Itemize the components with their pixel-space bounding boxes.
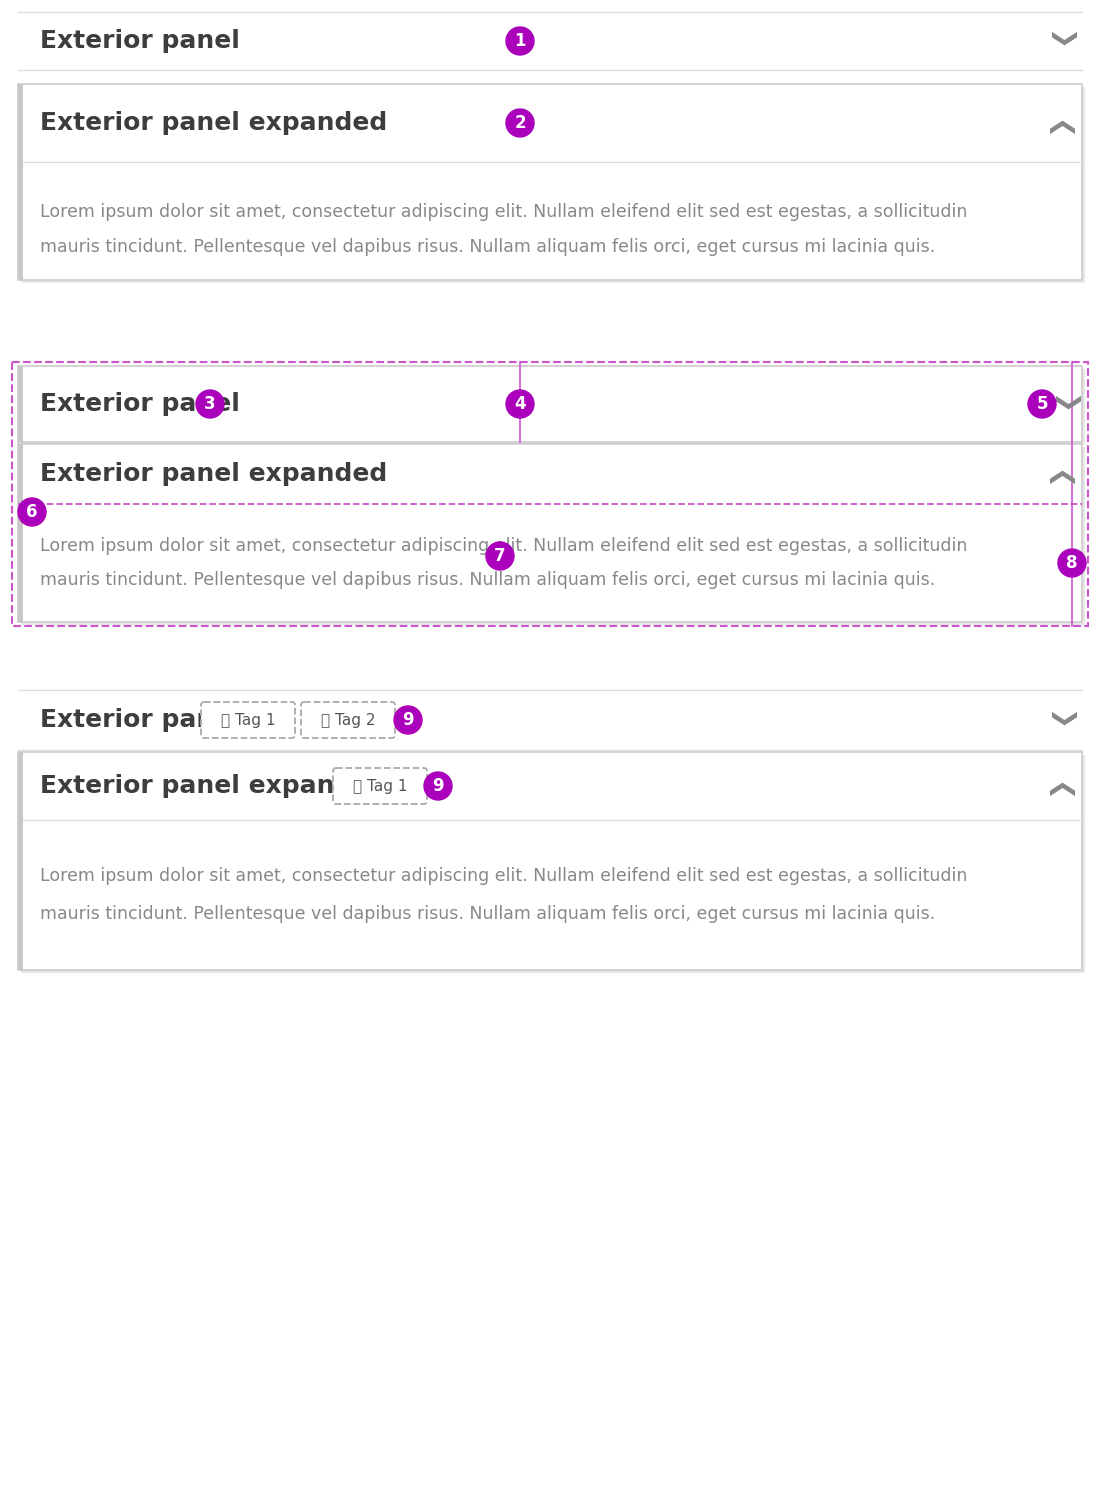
Text: Exterior panel: Exterior panel — [40, 708, 240, 732]
Text: ❯: ❯ — [1047, 710, 1072, 731]
FancyBboxPatch shape — [301, 702, 395, 738]
Text: Lorem ipsum dolor sit amet, consectetur adipiscing elit. Nullam eleifend elit se: Lorem ipsum dolor sit amet, consectetur … — [40, 202, 967, 220]
FancyBboxPatch shape — [18, 752, 23, 969]
FancyBboxPatch shape — [18, 444, 23, 622]
Circle shape — [1028, 390, 1056, 418]
Circle shape — [506, 109, 534, 137]
Text: 8: 8 — [1066, 554, 1078, 572]
FancyBboxPatch shape — [18, 365, 1082, 442]
FancyBboxPatch shape — [21, 755, 1085, 972]
Circle shape — [506, 390, 534, 418]
FancyBboxPatch shape — [21, 368, 1085, 445]
Circle shape — [424, 772, 452, 800]
Circle shape — [486, 542, 514, 569]
Text: ⓘ Tag 1: ⓘ Tag 1 — [353, 779, 407, 793]
FancyBboxPatch shape — [21, 88, 1085, 282]
FancyBboxPatch shape — [18, 365, 23, 442]
Text: 6: 6 — [26, 503, 37, 521]
FancyBboxPatch shape — [333, 769, 427, 803]
Text: Exterior panel expanded: Exterior panel expanded — [40, 775, 387, 797]
FancyBboxPatch shape — [18, 444, 1082, 622]
Text: 9: 9 — [432, 778, 443, 794]
Text: Exterior panel expanded: Exterior panel expanded — [40, 112, 387, 134]
Text: 5: 5 — [1036, 396, 1047, 414]
Circle shape — [196, 390, 224, 418]
Text: 3: 3 — [205, 396, 216, 414]
Circle shape — [18, 498, 46, 525]
FancyBboxPatch shape — [18, 752, 1082, 969]
Text: ❯: ❯ — [1047, 113, 1072, 133]
Text: mauris tincidunt. Pellentesque vel dapibus risus. Nullam aliquam felis orci, ege: mauris tincidunt. Pellentesque vel dapib… — [40, 904, 935, 923]
Text: 4: 4 — [514, 396, 526, 414]
Text: Exterior panel: Exterior panel — [40, 29, 240, 53]
Text: 2: 2 — [514, 113, 526, 131]
Text: Lorem ipsum dolor sit amet, consectetur adipiscing elit. Nullam eleifend elit se: Lorem ipsum dolor sit amet, consectetur … — [40, 538, 967, 556]
Text: mauris tincidunt. Pellentesque vel dapibus risus. Nullam aliquam felis orci, ege: mauris tincidunt. Pellentesque vel dapib… — [40, 571, 935, 589]
FancyBboxPatch shape — [21, 447, 1085, 625]
Text: ⓘ Tag 2: ⓘ Tag 2 — [321, 713, 375, 728]
FancyBboxPatch shape — [18, 85, 23, 279]
Text: 9: 9 — [403, 711, 414, 729]
FancyBboxPatch shape — [201, 702, 295, 738]
Circle shape — [1058, 550, 1086, 577]
Text: ❯: ❯ — [1047, 30, 1072, 51]
Text: ❯: ❯ — [1052, 394, 1077, 415]
Text: Exterior panel: Exterior panel — [40, 393, 240, 415]
Text: ❯: ❯ — [1047, 776, 1072, 796]
Circle shape — [394, 707, 422, 734]
Text: Exterior panel expanded: Exterior panel expanded — [40, 462, 387, 486]
Text: Lorem ipsum dolor sit amet, consectetur adipiscing elit. Nullam eleifend elit se: Lorem ipsum dolor sit amet, consectetur … — [40, 867, 967, 885]
Text: 7: 7 — [494, 547, 506, 565]
Text: ❯: ❯ — [1047, 464, 1072, 485]
Text: mauris tincidunt. Pellentesque vel dapibus risus. Nullam aliquam felis orci, ege: mauris tincidunt. Pellentesque vel dapib… — [40, 239, 935, 257]
Circle shape — [506, 27, 534, 54]
Text: 1: 1 — [515, 32, 526, 50]
Text: ⓘ Tag 1: ⓘ Tag 1 — [221, 713, 275, 728]
FancyBboxPatch shape — [18, 85, 1082, 279]
